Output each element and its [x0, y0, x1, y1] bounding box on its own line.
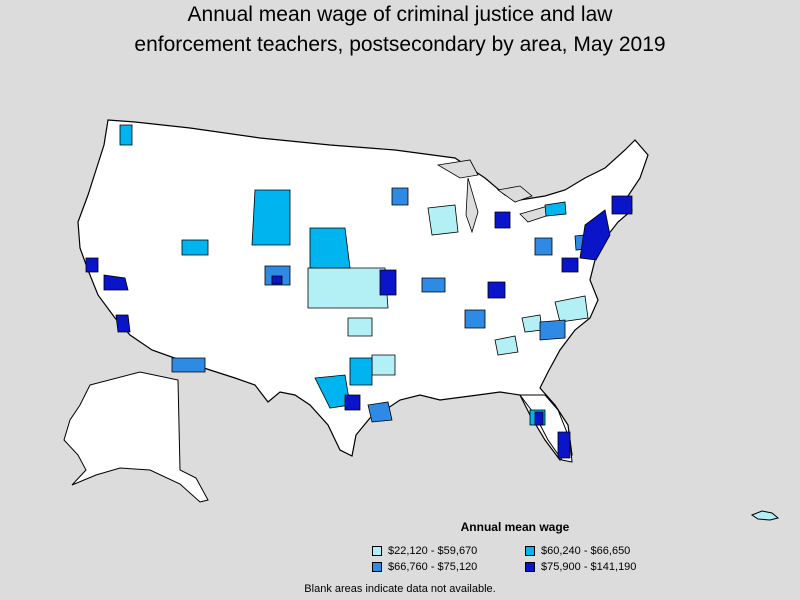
area-texas-central	[349, 357, 373, 386]
area-kentucky	[487, 281, 506, 299]
area-west-virginia	[521, 314, 543, 333]
area-colorado	[264, 265, 291, 286]
legend-item-3: $66,760 - $75,120	[372, 561, 477, 573]
legend-label-4: $75,900 - $141,190	[541, 561, 637, 573]
legend-item-4: $75,900 - $141,190	[525, 561, 636, 573]
areas-range-4	[85, 195, 633, 459]
area-mid-atlantic	[579, 209, 611, 261]
legend-label-2: $60,240 - $66,650	[541, 545, 631, 557]
area-sacramento	[103, 274, 129, 291]
area-minnesota	[391, 187, 409, 206]
area-dc	[561, 257, 579, 273]
area-los-angeles	[115, 314, 131, 333]
legend-label-1: $22,120 - $59,670	[388, 545, 478, 557]
legend-swatch-2	[525, 546, 535, 556]
area-virginia	[554, 295, 589, 323]
area-new-york-west	[544, 201, 567, 217]
area-colorado-south	[271, 275, 283, 285]
area-idaho	[181, 239, 209, 256]
area-ohio	[534, 237, 553, 256]
area-san-antonio	[344, 394, 361, 411]
area-missouri	[421, 277, 446, 293]
area-colorado-east	[309, 227, 351, 269]
area-florida-gulf	[534, 411, 544, 426]
area-arkansas	[464, 309, 486, 329]
area-wyoming	[251, 189, 291, 246]
legend-swatch-3	[372, 562, 382, 572]
area-iowa	[379, 269, 397, 296]
legend-label-3: $66,760 - $75,120	[388, 561, 478, 573]
area-oklahoma-central	[347, 317, 373, 337]
area-arizona	[171, 357, 206, 373]
area-houston	[367, 401, 393, 423]
map-title: Annual mean wage of criminal justice and…	[0, 0, 800, 60]
map-title-line-1: Annual mean wage of criminal justice and…	[187, 3, 613, 26]
footnote: Blank areas indicate data not available.	[304, 583, 496, 595]
legend-swatch-1	[372, 546, 382, 556]
legend-title: Annual mean wage	[460, 520, 570, 534]
area-north-texas	[371, 354, 396, 376]
legend-swatch-4	[525, 562, 535, 572]
legend-item-1: $22,120 - $59,670	[372, 545, 477, 557]
area-south-florida	[557, 431, 571, 459]
legend-item-2: $60,240 - $66,650	[525, 545, 630, 557]
area-tennessee	[494, 335, 519, 356]
area-wisconsin	[427, 204, 459, 236]
area-michigan	[494, 211, 511, 229]
great-lakes	[436, 159, 553, 234]
area-kansas	[307, 267, 389, 309]
area-new-england	[611, 195, 633, 215]
area-washington	[119, 124, 133, 146]
map-title-line-2: enforcement teachers, postsecondary by a…	[134, 33, 666, 56]
areas-range-3	[171, 187, 597, 423]
area-north-carolina	[539, 319, 566, 341]
hawaii-islands	[750, 510, 780, 521]
area-san-francisco	[85, 257, 99, 273]
areas-range-1	[307, 204, 589, 376]
alaska-outline	[63, 371, 209, 503]
